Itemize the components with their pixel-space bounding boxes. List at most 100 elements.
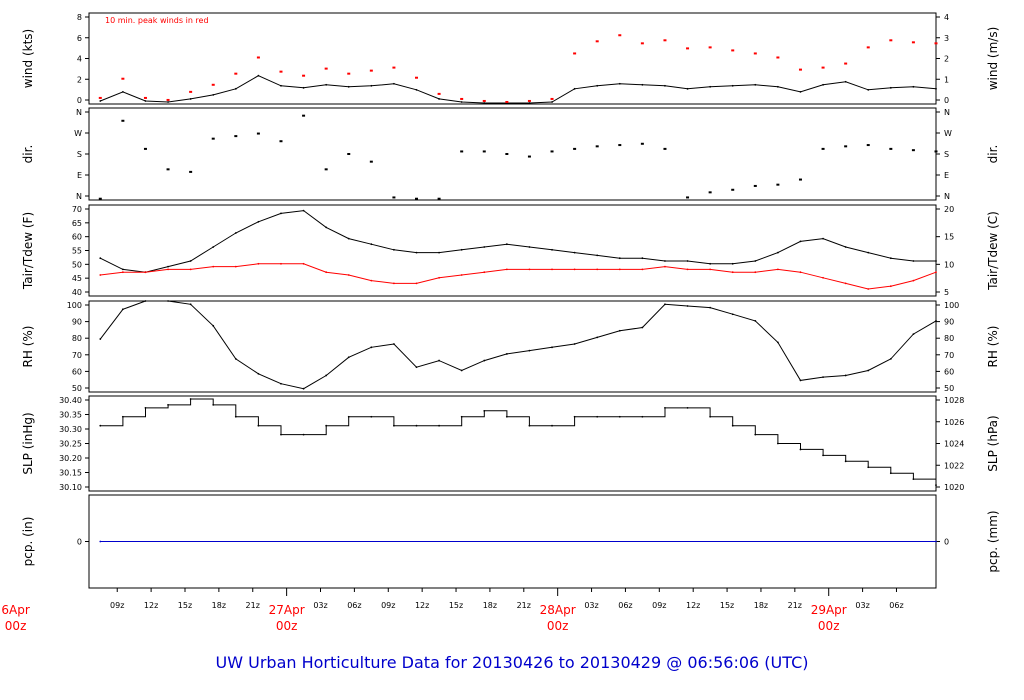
wind-direction-point [753,184,757,187]
peak-wind-point [347,72,351,75]
right-tick-label: 1022 [944,461,964,470]
panel-frame [88,395,937,492]
wind-direction-point [911,149,915,152]
data-point [867,88,870,91]
left-tick-label: 100 [67,301,82,310]
day-tick-sublabel: 00z [818,619,840,633]
data-point [212,265,215,268]
data-point [641,326,644,329]
wind-direction-point [98,197,102,200]
data-point [234,265,237,268]
data-point [551,424,553,427]
data-point [280,212,282,215]
data-point [596,268,599,271]
data-point [844,374,847,377]
data-point [776,251,779,254]
series-dir-black [98,114,938,200]
peak-wind-point [844,62,848,65]
right-tick-label: 0 [944,538,949,547]
data-point [867,466,870,469]
series-wind-black [99,74,937,104]
hour-tick-label: 12z [686,601,700,610]
data-point [935,260,937,262]
series-line [100,75,937,104]
chart-title: UW Urban Horticulture Data for 20130426 … [216,653,809,672]
data-point [664,260,666,262]
data-point [528,268,531,271]
data-point [912,85,915,88]
data-point [596,84,599,87]
peak-wind-point [121,77,125,80]
wind-direction-point [527,155,531,158]
hour-tick-label: 06z [889,601,903,610]
hour-tick-label: 09z [110,601,124,610]
data-point [618,415,621,418]
data-point [257,372,260,375]
data-point [121,308,124,311]
data-point [935,271,937,274]
data-point [280,84,282,87]
day-tick-sublabel: 00z [276,619,298,633]
data-point [799,240,802,243]
data-point [483,102,486,104]
data-point [393,424,395,427]
data-point [347,415,350,418]
peak-wind-point [234,72,238,75]
series-temp-red [99,262,937,290]
hour-tick-label: 03z [584,601,598,610]
peak-wind-point [166,98,170,101]
data-point [867,251,870,254]
right-tick-label: E [944,171,949,180]
data-point [912,478,915,481]
wind-direction-point [550,150,554,153]
data-point [709,262,712,265]
peak-wind-point [708,46,712,49]
right-axis-label: SLP (hPa) [986,415,1000,471]
peak-wind-point [618,34,622,37]
data-point [641,83,644,86]
data-point [144,406,147,409]
series-line [100,398,937,486]
left-axis-label: dir. [21,145,35,164]
hour-tick-label: 03z [313,601,327,610]
data-point [121,271,124,274]
data-point [573,343,576,345]
data-point [325,424,328,427]
right-tick-label: 20 [944,205,954,214]
series-line [99,300,937,390]
data-point [189,303,192,306]
data-point [822,276,824,279]
data-point [731,271,734,274]
peak-wind-point [302,74,306,77]
left-tick-label: 4 [77,55,82,64]
series-temp-black [99,209,937,274]
data-point [393,248,395,251]
data-point [867,288,870,290]
data-point [167,268,169,271]
data-point [189,260,192,262]
peak-wind-point [279,70,283,73]
peak-wind-point [460,97,464,100]
left-axis-label: wind (kts) [21,29,35,88]
right-axis-label: pcp. (mm) [986,510,1000,572]
left-tick-label: 70 [72,351,82,360]
data-point [167,101,169,103]
data-point [754,260,757,262]
data-point [234,358,237,360]
hour-tick-label: 15z [449,601,463,610]
hour-tick-label: 09z [652,601,666,610]
panel-frame [88,300,937,393]
wind-direction-point [776,183,780,186]
data-point [935,484,937,486]
left-tick-label: N [76,192,82,201]
data-point [709,306,712,309]
data-point [822,376,824,379]
data-point [302,262,305,265]
data-point [438,424,440,427]
data-point [867,369,870,372]
right-tick-label: 10 [944,260,954,269]
peak-wind-point [934,42,938,45]
data-point [686,406,689,409]
data-point [754,271,757,274]
